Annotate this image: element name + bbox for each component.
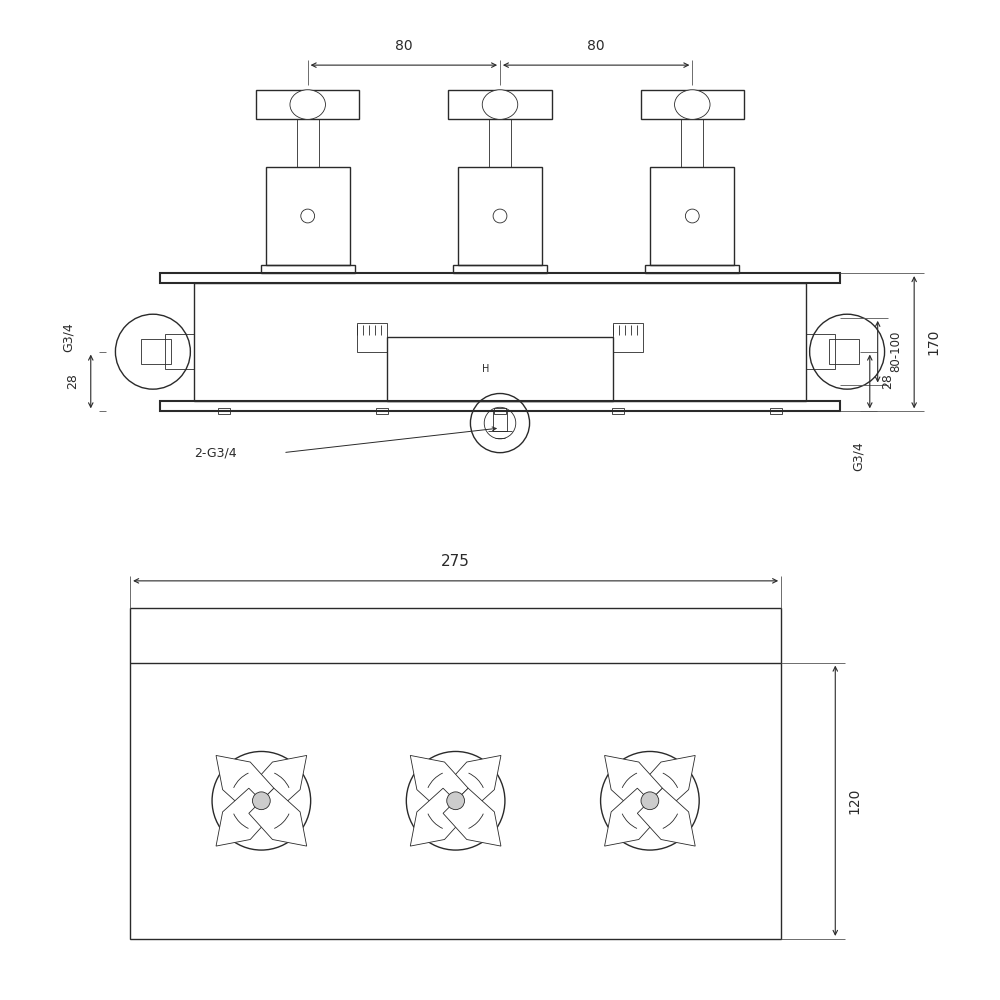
Polygon shape: [443, 788, 501, 846]
Bar: [194, 283, 806, 401]
Bar: [806, 334, 835, 369]
Bar: [448, 90, 552, 119]
Polygon shape: [605, 788, 662, 846]
Bar: [256, 90, 359, 119]
Bar: [165, 334, 194, 369]
Bar: [141, 339, 171, 364]
Text: 275: 275: [441, 554, 470, 569]
Bar: [160, 401, 840, 411]
Text: 80: 80: [587, 39, 605, 53]
Bar: [130, 608, 781, 939]
Bar: [218, 408, 230, 414]
Polygon shape: [637, 755, 695, 813]
Polygon shape: [410, 788, 468, 846]
Text: 28: 28: [882, 374, 895, 389]
Polygon shape: [249, 755, 307, 813]
Polygon shape: [443, 755, 501, 813]
Bar: [357, 322, 387, 352]
Bar: [494, 408, 506, 414]
Polygon shape: [249, 788, 307, 846]
Bar: [261, 265, 355, 273]
Text: 170: 170: [926, 329, 940, 355]
Polygon shape: [216, 788, 274, 846]
Text: 28: 28: [66, 374, 79, 389]
Bar: [489, 119, 511, 167]
Text: 2-G3/4: 2-G3/4: [194, 446, 237, 459]
Text: G3/4: G3/4: [62, 322, 75, 352]
Text: 80-100: 80-100: [890, 331, 903, 372]
Circle shape: [447, 792, 464, 810]
Text: G3/4: G3/4: [852, 441, 865, 471]
Circle shape: [252, 792, 270, 810]
Bar: [160, 273, 840, 283]
Bar: [297, 119, 319, 167]
Bar: [453, 265, 547, 273]
Polygon shape: [637, 788, 695, 846]
Bar: [681, 119, 703, 167]
Bar: [770, 408, 782, 414]
Ellipse shape: [482, 90, 518, 119]
Text: 120: 120: [847, 788, 861, 814]
Bar: [493, 411, 507, 431]
Bar: [641, 90, 744, 119]
Bar: [266, 167, 350, 265]
Bar: [645, 265, 739, 273]
Polygon shape: [605, 755, 662, 813]
Text: H: H: [482, 364, 489, 374]
Bar: [650, 167, 734, 265]
Bar: [458, 167, 542, 265]
Bar: [613, 322, 643, 352]
Ellipse shape: [290, 90, 325, 119]
Ellipse shape: [675, 90, 710, 119]
Bar: [612, 408, 624, 414]
Circle shape: [641, 792, 659, 810]
Text: 80: 80: [395, 39, 413, 53]
Polygon shape: [410, 755, 468, 813]
Bar: [829, 339, 859, 364]
Polygon shape: [216, 755, 274, 813]
Bar: [387, 337, 613, 401]
Bar: [376, 408, 388, 414]
